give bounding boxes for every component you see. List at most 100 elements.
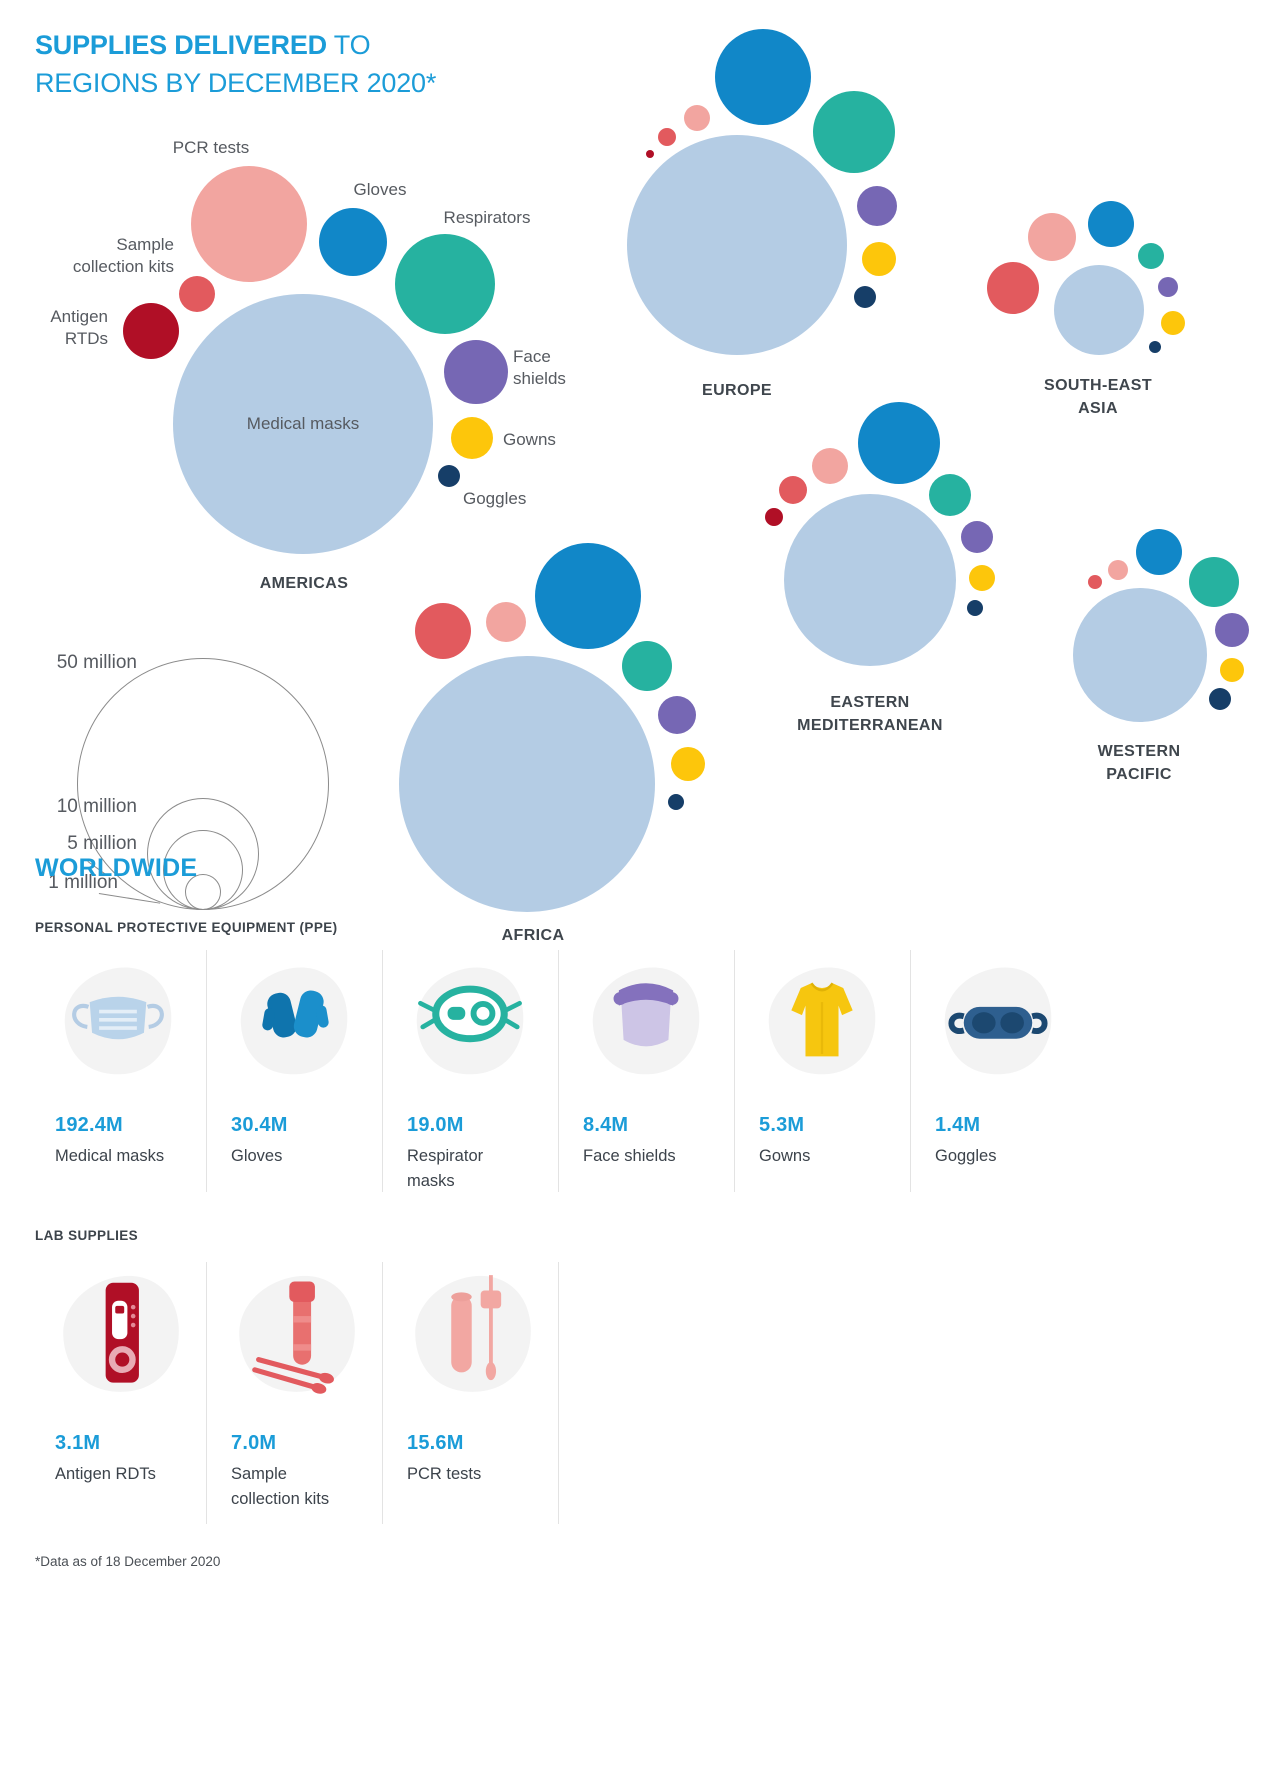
bubble-western-pacific-pcr-tests — [1108, 560, 1128, 580]
worldwide-item-value-sample-collection-kits: 7.0M — [231, 1432, 277, 1454]
bubble-africa-goggles — [668, 794, 684, 810]
bubble-western-pacific-face-shields — [1215, 613, 1249, 647]
bubble-chart: AMERICAS EUROPE SOUTH-EAST ASIA EASTERN MEDIT… — [48, 29, 1249, 944]
worldwide-item-label-gloves: Gloves — [231, 1147, 283, 1165]
bubble-annotation-respirators: Respirators — [443, 208, 531, 227]
worldwide-item-label-antigen-rdts: Antigen RDTs — [55, 1465, 156, 1483]
bubble-eastern-mediterranean-goggles — [967, 600, 983, 616]
bubble-south-east-asia-medical-masks — [1054, 265, 1144, 355]
bubble-europe-gloves — [715, 29, 811, 125]
region-label-eastern-mediterranean: EASTERN MEDITERRANEAN — [797, 694, 943, 734]
worldwide-item-label-respirator-masks: Respirator masks — [407, 1147, 484, 1190]
bubble-americas-sample-collection-kits — [179, 276, 215, 312]
bubble-eastern-mediterranean-medical-masks — [784, 494, 956, 666]
gown-icon — [759, 950, 910, 1114]
bubble-south-east-asia-gowns — [1161, 311, 1185, 335]
pcr-test-icon — [407, 1262, 558, 1432]
region-label-western-pacific: WESTERN PACIFIC — [1097, 743, 1181, 783]
goggles-icon — [935, 950, 1087, 1114]
bubble-annotation-rtds: RTDs — [64, 329, 108, 348]
region-label-south-east-asia: SOUTH-EAST ASIA — [1044, 377, 1152, 417]
title-tail: TO — [326, 30, 371, 60]
page-title: SUPPLIES DELIVERED TO REGIONS BY DECEMBE… — [35, 26, 436, 102]
worldwide-item-label-sample-collection-kits: Sample collection kits — [231, 1465, 330, 1508]
bubble-americas-respirators — [395, 234, 495, 334]
lab-items-row: 3.1M Antigen RDTs 7.0M Sample collection k… — [31, 1262, 559, 1524]
bubble-eastern-mediterranean-antigen-rtds — [765, 508, 783, 526]
bubble-annotation-gowns: Gowns — [503, 430, 556, 449]
bubble-europe-antigen-rtds — [646, 150, 654, 158]
bubble-americas-gowns — [451, 417, 493, 459]
bubble-eastern-mediterranean-gowns — [969, 565, 995, 591]
bubble-europe-goggles — [854, 286, 876, 308]
bubble-eastern-mediterranean-gloves — [858, 402, 940, 484]
bubble-africa-gowns — [671, 747, 705, 781]
bubble-americas-pcr-tests — [191, 166, 307, 282]
worldwide-item-medical-masks: 192.4M Medical masks — [31, 950, 207, 1192]
worldwide-item-face-shields: 8.4M Face shields — [559, 950, 735, 1192]
bubble-eastern-mediterranean-respirators — [929, 474, 971, 516]
worldwide-item-sample-collection-kits: 7.0M Sample collection kits — [207, 1262, 383, 1524]
bubble-africa-face-shields — [658, 696, 696, 734]
legend-label-1-million: 1 million — [48, 872, 118, 893]
worldwide-item-value-goggles: 1.4M — [935, 1114, 981, 1136]
face-shield-icon — [583, 950, 734, 1114]
bubble-europe-pcr-tests — [684, 105, 710, 131]
legend-label-50-million: 50 million — [56, 652, 137, 673]
bubble-europe-respirators — [813, 91, 895, 173]
lab-section-heading: LAB SUPPLIES — [35, 1228, 139, 1243]
bubble-eastern-mediterranean-sample-collection-kits — [779, 476, 807, 504]
worldwide-item-pcr-tests: 15.6M PCR tests — [383, 1262, 559, 1524]
worldwide-item-gowns: 5.3M Gowns — [735, 950, 911, 1192]
bubble-south-east-asia-gloves — [1088, 201, 1134, 247]
bubble-annotation-gloves: Gloves — [353, 180, 407, 199]
worldwide-item-label-face-shields: Face shields — [583, 1147, 676, 1165]
worldwide-item-value-face-shields: 8.4M — [583, 1114, 629, 1136]
bubble-annotation-sample: Sample — [116, 235, 174, 254]
bubble-europe-face-shields — [857, 186, 897, 226]
antigen-rdt-icon — [55, 1262, 206, 1432]
worldwide-item-gloves: 30.4M Gloves — [207, 950, 383, 1192]
bubble-annotation-pcr-tests: PCR tests — [172, 138, 250, 157]
worldwide-item-value-gowns: 5.3M — [759, 1114, 805, 1136]
worldwide-item-goggles: 1.4M Goggles — [911, 950, 1087, 1192]
bubble-western-pacific-gowns — [1220, 658, 1244, 682]
worldwide-item-value-medical-masks: 192.4M — [55, 1114, 123, 1136]
worldwide-item-label-gowns: Gowns — [759, 1147, 811, 1165]
bubble-africa-gloves — [535, 543, 641, 649]
worldwide-item-label-pcr-tests: PCR tests — [407, 1465, 482, 1483]
worldwide-item-respirator-masks: 19.0M Respirator masks — [383, 950, 559, 1192]
ppe-items-row: 192.4M Medical masks 30.4M Gloves 19.0M Res… — [31, 950, 1087, 1192]
region-label-africa: AFRICA — [501, 927, 565, 944]
bubble-western-pacific-gloves — [1136, 529, 1182, 575]
bubble-americas-medical-masks — [173, 294, 433, 554]
gloves-icon — [231, 950, 382, 1114]
legend-label-10-million: 10 million — [56, 796, 137, 817]
bubble-americas-gloves — [319, 208, 387, 276]
bubble-south-east-asia-goggles — [1149, 341, 1161, 353]
title-line2: REGIONS BY DECEMBER 2020* — [35, 68, 437, 98]
worldwide-item-value-respirator-masks: 19.0M — [407, 1114, 464, 1136]
region-label-americas: AMERICAS — [259, 575, 349, 592]
bubble-annotation-face: Face — [513, 347, 551, 366]
legend-circle-1-million — [185, 874, 221, 910]
legend-label-5-million: 5 million — [67, 833, 137, 854]
bubble-africa-sample-collection-kits — [415, 603, 471, 659]
bubble-western-pacific-sample-collection-kits — [1088, 575, 1102, 589]
bubble-annotation-goggles: Goggles — [463, 489, 527, 508]
medical-mask-icon — [55, 950, 206, 1114]
bubble-annotation-medical-masks: Medical masks — [246, 414, 360, 433]
ppe-section-heading: PERSONAL PROTECTIVE EQUIPMENT (PPE) — [35, 920, 338, 935]
bubble-europe-gowns — [862, 242, 896, 276]
bubble-south-east-asia-respirators — [1138, 243, 1164, 269]
respirator-icon — [407, 950, 558, 1114]
bubble-americas-antigen-rtds — [123, 303, 179, 359]
bubble-western-pacific-medical-masks — [1073, 588, 1207, 722]
sample-kit-icon — [231, 1262, 382, 1432]
worldwide-heading: WORLDWIDE — [35, 854, 198, 882]
worldwide-item-label-goggles: Goggles — [935, 1147, 997, 1165]
worldwide-item-antigen-rdts: 3.1M Antigen RDTs — [31, 1262, 207, 1524]
bubble-annotation-antigen: Antigen — [50, 307, 108, 326]
bubble-africa-respirators — [622, 641, 672, 691]
